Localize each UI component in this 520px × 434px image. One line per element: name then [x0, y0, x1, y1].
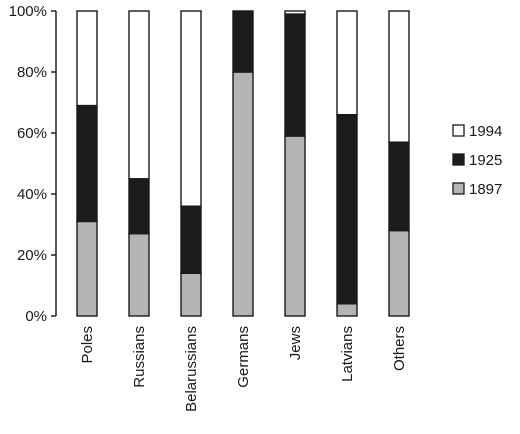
legend: 1994 1925 1897: [452, 123, 502, 198]
bar-segment-1994: [336, 10, 358, 116]
category-label: Germans: [235, 326, 252, 388]
bar-segment-1925: [284, 13, 306, 137]
category-label: Belarussians: [183, 326, 200, 412]
bar-segment-1925: [336, 113, 358, 305]
bars: [76, 10, 410, 317]
bar-segment-1994: [388, 10, 410, 143]
y-tick-label: 0%: [25, 308, 47, 325]
legend-swatch-1994: [452, 124, 465, 137]
bar-segment-1994: [128, 10, 150, 180]
bar-segment-1925: [232, 10, 254, 73]
y-tick-label: 80%: [17, 64, 47, 81]
bar-segment-1925: [76, 104, 98, 223]
category-labels: Poles Russians Belarussians Germans Jews Latv…: [79, 326, 408, 412]
bar-segment-1897: [284, 135, 306, 317]
y-tick-label: 40%: [17, 186, 47, 203]
bar-segment-1994: [284, 10, 306, 15]
y-axis: 0% 20% 40% 60% 80% 100%: [9, 3, 57, 325]
y-tick-label: 60%: [17, 125, 47, 142]
y-tick-label: 100%: [9, 3, 47, 20]
bar-segment-1897: [128, 232, 150, 317]
bar-segment-1994: [76, 10, 98, 107]
bar-segment-1897: [388, 229, 410, 317]
bar-segment-1897: [232, 71, 254, 317]
legend-swatch-1897: [452, 182, 465, 195]
legend-swatch-1925: [452, 153, 465, 166]
category-label: Russians: [131, 326, 148, 388]
bar-segment-1897: [76, 220, 98, 317]
bar-segment-1925: [128, 178, 150, 235]
bar-segment-1897: [336, 303, 358, 317]
category-label: Poles: [79, 326, 96, 364]
category-label: Jews: [287, 326, 304, 360]
category-label: Latvians: [339, 326, 356, 382]
y-tick-label: 20%: [17, 247, 47, 264]
bar-segment-1897: [180, 272, 202, 317]
legend-label: 1925: [469, 152, 502, 169]
bar-segment-1925: [388, 141, 410, 232]
legend-label: 1897: [469, 181, 502, 198]
legend-label: 1994: [469, 123, 502, 140]
bar-segment-1925: [180, 205, 202, 274]
category-label: Others: [391, 326, 408, 371]
bar-segment-1994: [180, 10, 202, 207]
